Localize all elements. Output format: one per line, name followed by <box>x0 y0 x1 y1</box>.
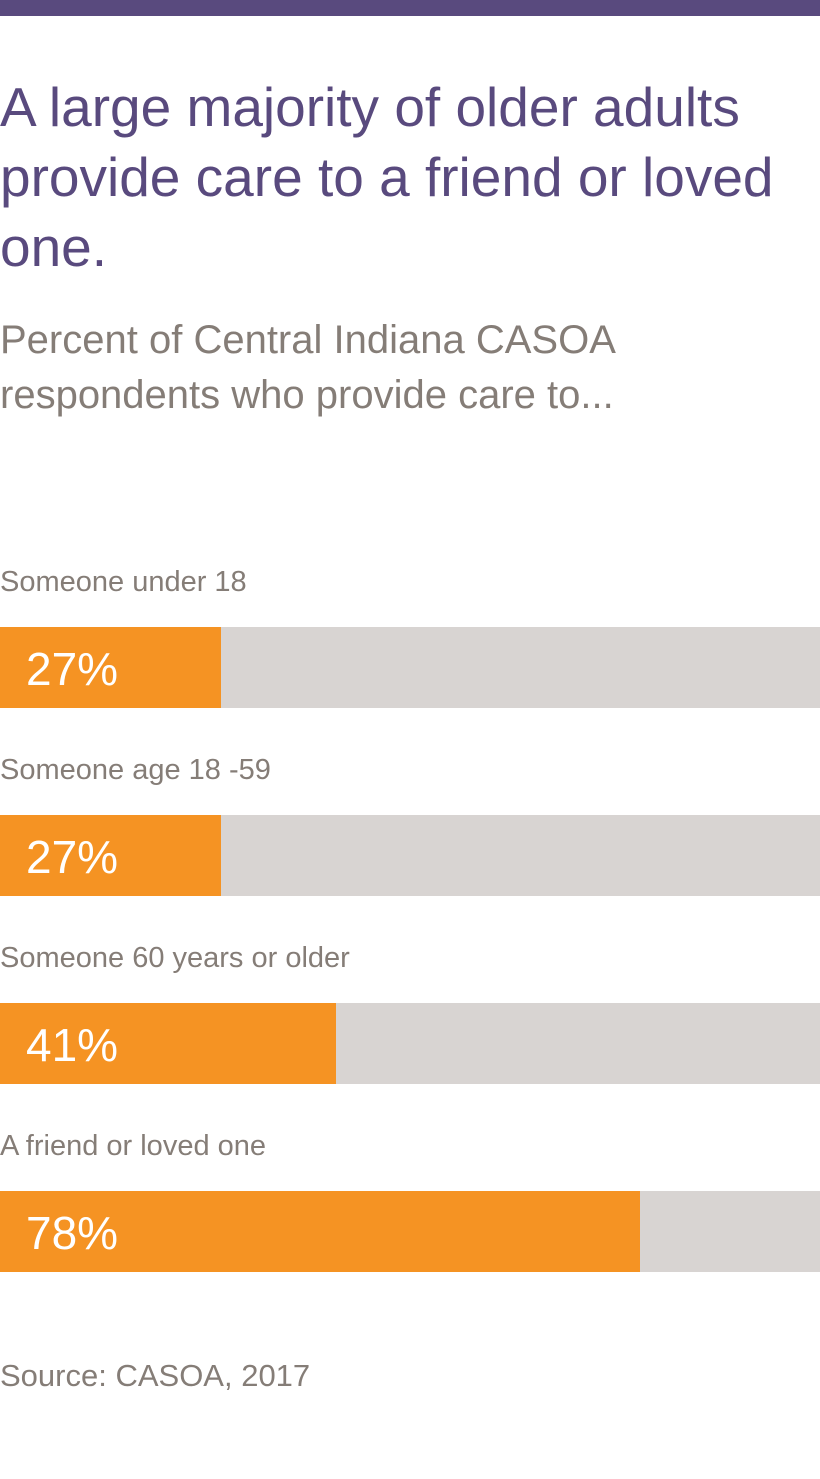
source-note: Source: CASOA, 2017 <box>0 1358 311 1393</box>
bar-row: Someone age 18 -59 27% <box>0 748 820 936</box>
bar-row: A friend or loved one 78% <box>0 1124 820 1312</box>
bar-track: 27% <box>0 815 820 896</box>
chart-title: A large majority of older adults provide… <box>0 76 774 278</box>
chart-subtitle: Percent of Central Indiana CASOA respond… <box>0 318 614 417</box>
bar-chart: Someone under 18 27% Someone age 18 -59 27%… <box>0 560 820 1312</box>
bar-row: Someone 60 years or older 41% <box>0 936 820 1124</box>
bar-fill <box>0 1191 640 1272</box>
bar-fill <box>0 815 221 896</box>
category-label: Someone 60 years or older <box>0 942 350 974</box>
bar-fill <box>0 627 221 708</box>
category-label: Someone under 18 <box>0 566 247 598</box>
bar-track: 41% <box>0 1003 820 1084</box>
bar-track: 27% <box>0 627 820 708</box>
bar-fill <box>0 1003 336 1084</box>
category-label: A friend or loved one <box>0 1130 267 1162</box>
bar-value-label: 27% <box>26 643 119 695</box>
bar-value-label: 41% <box>26 1019 119 1071</box>
bar-value-label: 27% <box>26 831 119 883</box>
category-label: Someone age 18 -59 <box>0 754 271 786</box>
top-accent-bar <box>0 0 820 16</box>
bar-track: 78% <box>0 1191 820 1272</box>
bar-value-label: 78% <box>26 1207 119 1259</box>
bar-row: Someone under 18 27% <box>0 560 820 748</box>
